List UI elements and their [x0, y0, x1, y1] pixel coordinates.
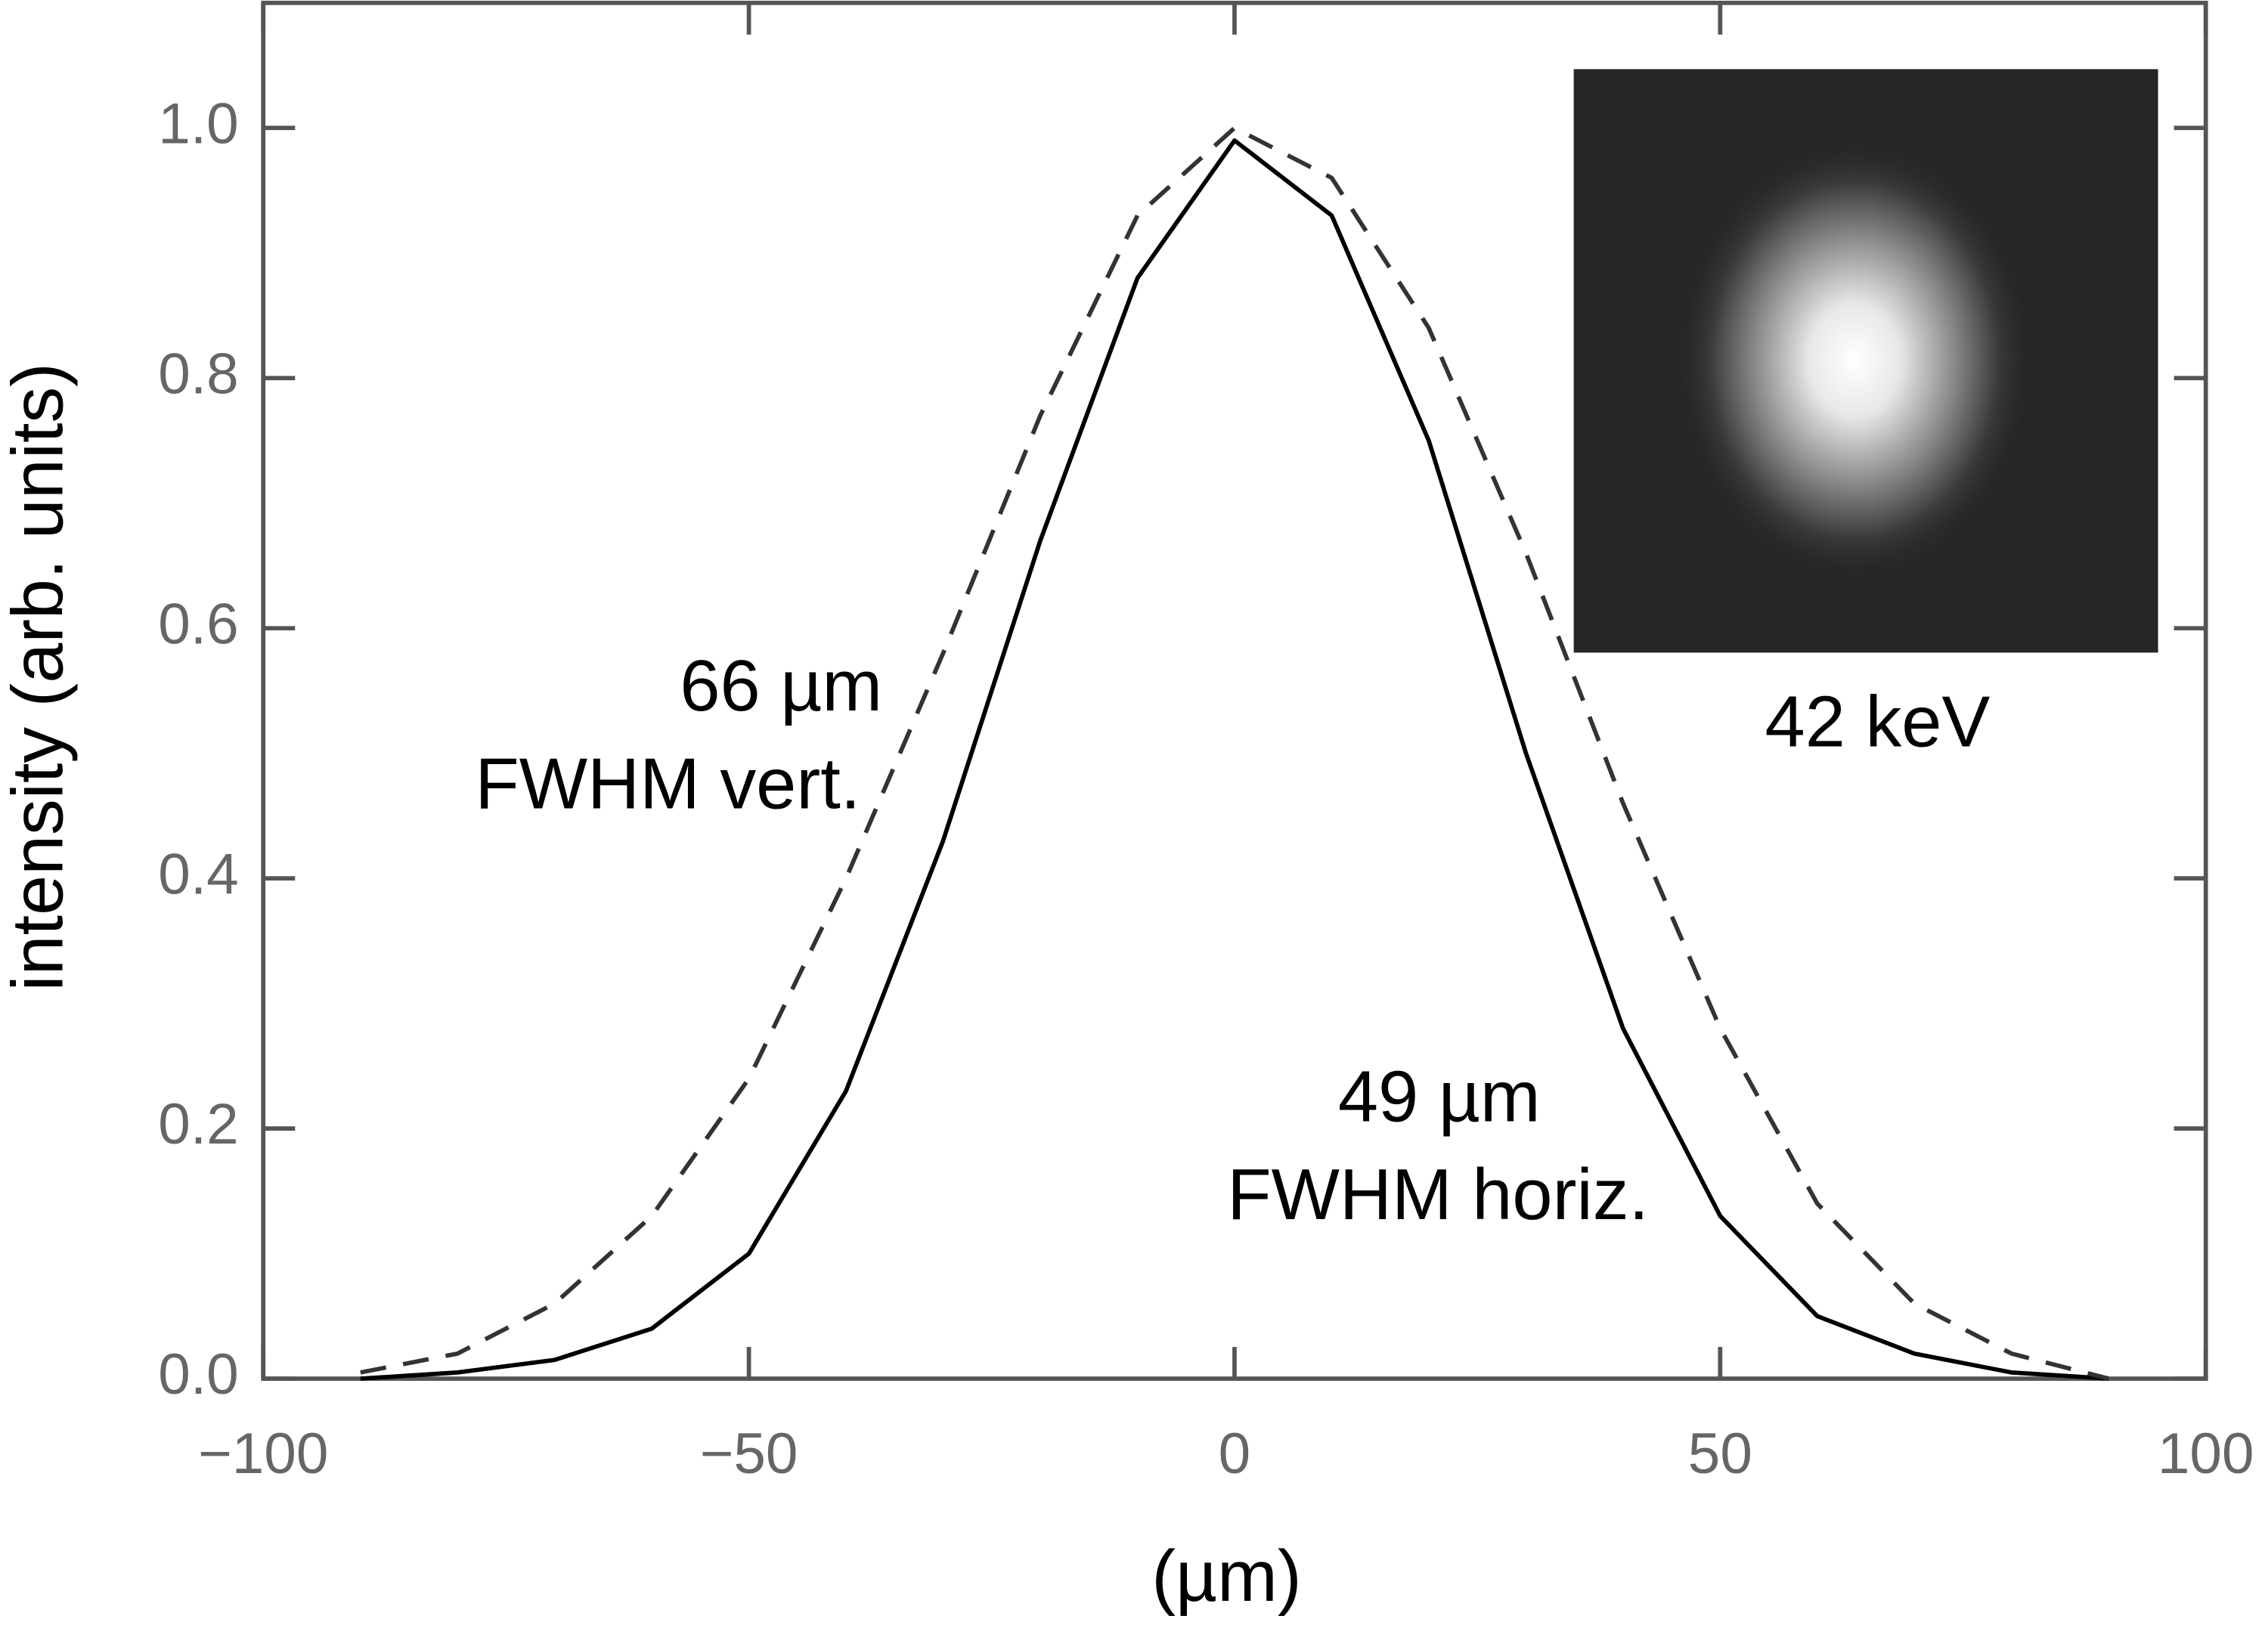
inset-image — [1573, 69, 2158, 653]
inset-spot — [1673, 137, 2035, 583]
series-line — [360, 138, 2109, 1381]
annotation: 49 µm — [1338, 1057, 1541, 1137]
x-tick-label: 50 — [1688, 1422, 1752, 1486]
x-tick-label: 100 — [2158, 1422, 2254, 1486]
annotation: FWHM horiz. — [1227, 1155, 1649, 1235]
y-tick-label: 1.0 — [158, 92, 238, 156]
y-tick-label: 0.6 — [158, 592, 238, 656]
annotation: 66 µm — [680, 646, 882, 726]
annotation: 42 keV — [1765, 682, 1991, 763]
annotation: FWHM vert. — [475, 744, 860, 825]
x-axis-label: (µm) — [1151, 1537, 1302, 1617]
series-line — [360, 125, 2109, 1381]
y-tick-label: 0.4 — [158, 842, 238, 906]
x-tick-label: −100 — [198, 1422, 328, 1486]
y-tick-label: 0.2 — [158, 1092, 238, 1156]
x-tick-label: −50 — [700, 1422, 798, 1486]
y-tick-label: 0.0 — [158, 1342, 238, 1407]
y-axis-label: intensity (arb. units) — [0, 363, 79, 991]
y-tick-label: 0.8 — [158, 342, 238, 407]
x-tick-label: 0 — [1219, 1422, 1251, 1486]
